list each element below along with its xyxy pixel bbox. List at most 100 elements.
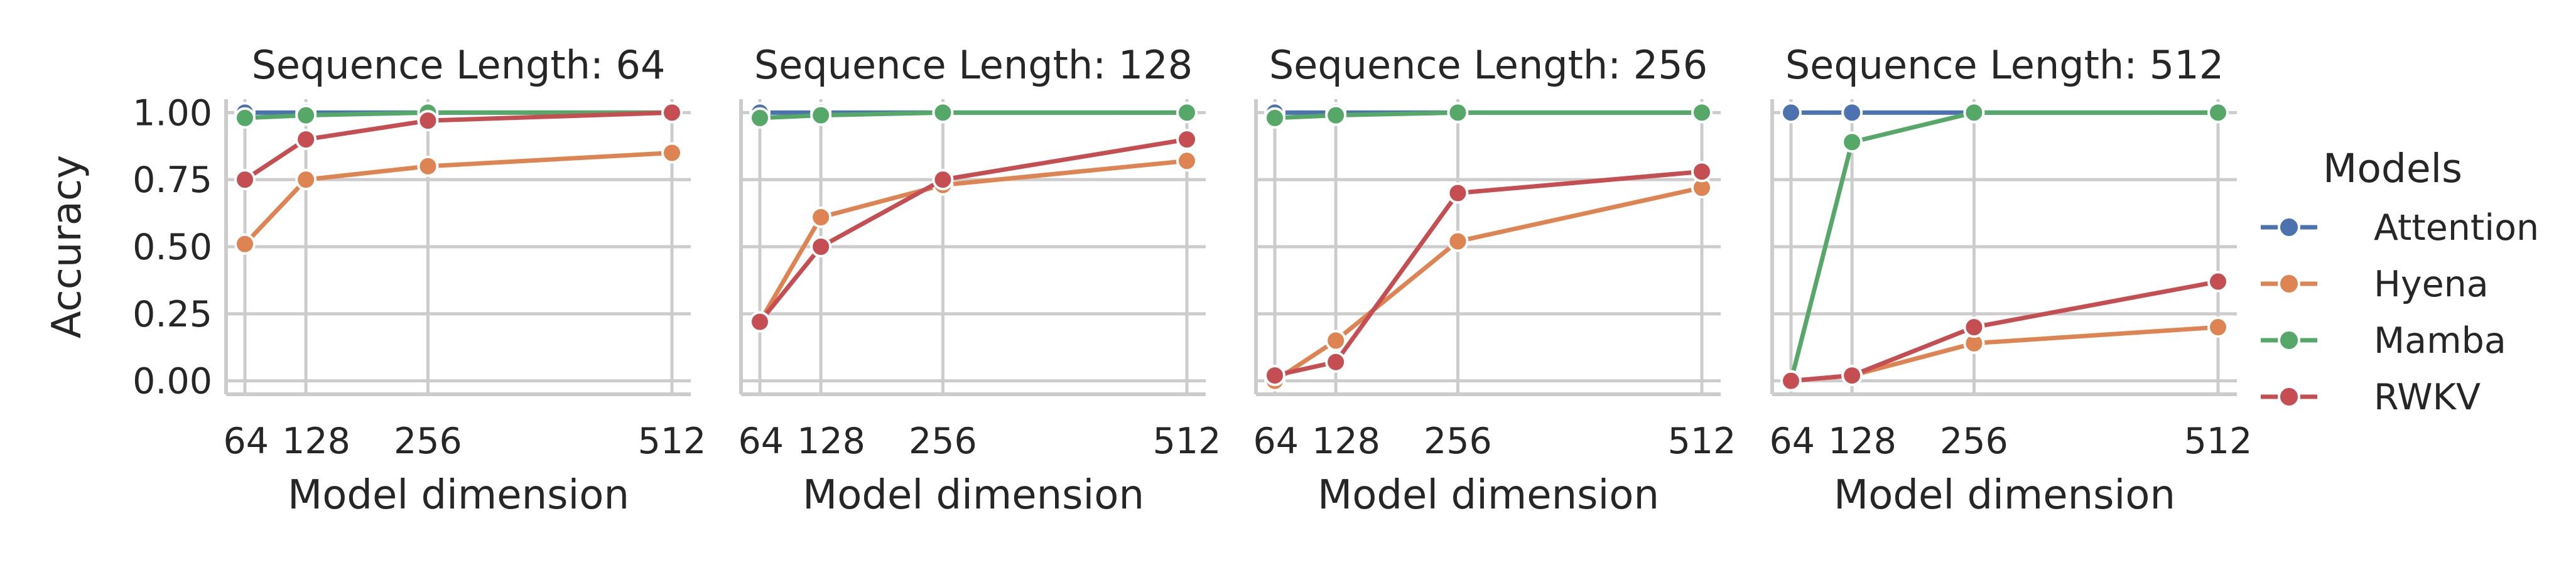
data-point-rwkv xyxy=(749,311,771,333)
legend-marker-attention xyxy=(2278,216,2300,239)
x-tick-label: 64 xyxy=(1253,421,1299,462)
data-point-mamba xyxy=(234,107,256,129)
data-point-mamba xyxy=(1447,102,1469,124)
x-tick-label: 128 xyxy=(1312,421,1380,462)
series-line-rwkv xyxy=(757,137,1189,325)
data-point-rwkv xyxy=(417,110,439,132)
data-point-rwkv xyxy=(1963,316,1985,338)
legend-label-mamba: Mamba xyxy=(2374,320,2506,362)
legend-item-hyena: Hyena xyxy=(2261,264,2489,305)
data-point-mamba xyxy=(1325,104,1347,126)
data-point-rwkv xyxy=(1264,365,1285,387)
series-line-rwkv xyxy=(242,110,674,182)
x-tick-label: 512 xyxy=(1668,421,1736,462)
y-tick-label: 0.50 xyxy=(133,227,212,268)
data-point-hyena xyxy=(234,233,256,255)
data-point-mamba xyxy=(295,104,317,126)
data-point-hyena xyxy=(661,142,683,164)
x-axis-label: Model dimension xyxy=(1318,472,1659,519)
series-line-rwkv xyxy=(1272,169,1704,378)
series-line-hyena xyxy=(757,158,1189,325)
legend-label-hyena: Hyena xyxy=(2374,264,2489,305)
legend-label-rwkv: RWKV xyxy=(2374,377,2481,418)
data-point-attention xyxy=(1780,102,1802,124)
series-line-mamba xyxy=(1272,110,1704,121)
data-point-mamba xyxy=(810,104,832,126)
data-point-rwkv xyxy=(2207,271,2229,293)
data-point-rwkv xyxy=(1447,182,1469,204)
data-point-rwkv xyxy=(932,169,954,191)
series-line-hyena xyxy=(1272,185,1704,384)
data-point-rwkv xyxy=(1841,365,1863,387)
x-tick-label: 128 xyxy=(1828,421,1897,462)
legend-marker-rwkv xyxy=(2278,385,2300,408)
legend-marker-mamba xyxy=(2278,329,2300,352)
data-point-attention xyxy=(1841,102,1863,124)
x-tick-label: 64 xyxy=(223,421,269,462)
data-point-mamba xyxy=(1176,102,1198,124)
legend-item-rwkv: RWKV xyxy=(2261,377,2481,418)
x-tick-label: 512 xyxy=(1153,421,1221,462)
x-tick-label: 64 xyxy=(738,421,784,462)
x-tick-label: 512 xyxy=(2184,421,2253,462)
data-point-hyena xyxy=(417,155,439,177)
x-tick-label: 256 xyxy=(1424,421,1492,462)
legend: Models Attention Hyena Mamba RWKV xyxy=(2261,146,2539,418)
x-tick-label: 256 xyxy=(909,421,977,462)
data-point-hyena xyxy=(1447,230,1469,252)
x-tick-label: 512 xyxy=(638,421,706,462)
panel-title: Sequence Length: 64 xyxy=(252,42,666,88)
data-point-mamba xyxy=(2207,102,2229,124)
data-point-mamba xyxy=(749,107,771,129)
data-point-mamba xyxy=(1841,131,1863,153)
panel-title: Sequence Length: 128 xyxy=(754,42,1193,88)
y-tick-label: 0.25 xyxy=(133,294,212,335)
data-point-rwkv xyxy=(810,236,832,257)
data-point-hyena xyxy=(295,169,317,191)
y-tick-label: 0.00 xyxy=(133,361,212,402)
legend-item-mamba: Mamba xyxy=(2261,320,2506,362)
x-tick-label: 128 xyxy=(282,421,350,462)
panel-title: Sequence Length: 512 xyxy=(1785,42,2224,88)
series-line-rwkv xyxy=(1789,279,2221,384)
data-point-hyena xyxy=(2207,316,2229,338)
legend-title: Models xyxy=(2323,146,2462,191)
series-line-mamba xyxy=(1789,110,2221,384)
series-line-mamba xyxy=(242,110,674,121)
x-axis-label: Model dimension xyxy=(288,472,629,519)
x-tick-label: 256 xyxy=(394,421,462,462)
legend-label-attention: Attention xyxy=(2374,207,2539,249)
data-point-rwkv xyxy=(1780,370,1802,392)
x-tick-label: 128 xyxy=(797,421,865,462)
data-point-rwkv xyxy=(1691,161,1713,183)
data-point-rwkv xyxy=(234,169,256,191)
legend-marker-hyena xyxy=(2278,272,2300,295)
data-point-hyena xyxy=(1325,330,1347,352)
legend-entries: Attention Hyena Mamba RWKV xyxy=(2261,207,2539,418)
data-point-rwkv xyxy=(295,129,317,151)
x-tick-label: 256 xyxy=(1940,421,2008,462)
x-tick-label: 64 xyxy=(1769,421,1815,462)
data-point-mamba xyxy=(932,102,954,124)
panel-title: Sequence Length: 256 xyxy=(1269,42,1707,88)
data-point-hyena xyxy=(810,207,832,228)
data-point-rwkv xyxy=(1176,129,1198,151)
series-line-mamba xyxy=(757,110,1189,121)
data-point-mamba xyxy=(1691,102,1713,124)
data-point-rwkv xyxy=(1325,351,1347,373)
y-tick-label: 0.75 xyxy=(133,159,212,201)
x-axis-label: Model dimension xyxy=(803,472,1144,519)
data-point-hyena xyxy=(1176,150,1198,172)
x-axis-label: Model dimension xyxy=(1834,472,2175,519)
panel-1: Sequence Length: 64 0.00 0.25 0.50 0.75 1.00 6… xyxy=(133,42,706,519)
y-tick-label: 1.00 xyxy=(133,92,212,134)
data-point-rwkv xyxy=(661,102,683,124)
data-point-mamba xyxy=(1264,107,1285,129)
series-line-hyena xyxy=(242,150,674,247)
y-axis-label: Accuracy xyxy=(44,155,90,338)
panels: Sequence Length: 64 0.00 0.25 0.50 0.75 1.00 6… xyxy=(133,42,2252,519)
